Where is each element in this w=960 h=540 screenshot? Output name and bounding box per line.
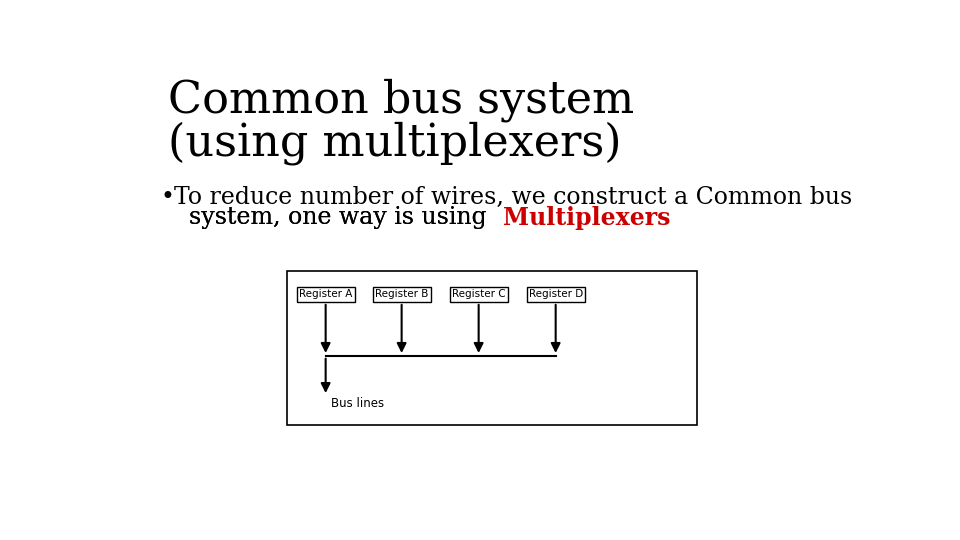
Text: Bus lines: Bus lines [331,397,384,410]
Bar [372,287,431,302]
Text: system, one way is using: system, one way is using [175,206,494,229]
Text: •: • [160,186,174,210]
Text: Register D: Register D [529,289,583,299]
Bar [527,287,585,302]
Bar [297,287,354,302]
Text: (using multiplexers): (using multiplexers) [168,121,621,165]
Text: Common bus system: Common bus system [168,79,635,123]
Text: Register A: Register A [299,289,352,299]
Bar [287,271,697,425]
Text: system, one way is using: system, one way is using [175,206,494,229]
Text: Register B: Register B [375,289,428,299]
Text: To reduce number of wires, we construct a Common bus: To reduce number of wires, we construct … [175,186,852,210]
Text: Multiplexers: Multiplexers [503,206,671,230]
Bar [449,287,508,302]
Text: Register C: Register C [452,289,506,299]
